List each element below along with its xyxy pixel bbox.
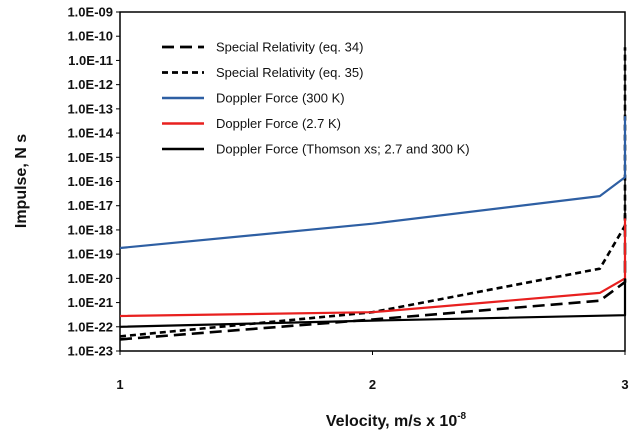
series-line-5: [119, 278, 627, 328]
x-axis-title-exponent: -8: [457, 411, 466, 422]
y-tick-label: 1.0E-11: [68, 53, 113, 68]
y-tick-label: 1.0E-17: [67, 198, 113, 213]
y-tick-label: 1.0E-22: [67, 319, 113, 334]
y-tick-label: 1.0E-21: [67, 295, 113, 310]
y-tick-label: 1.0E-13: [67, 101, 113, 116]
y-tick-label: 1.0E-10: [67, 29, 113, 44]
series-lines: [119, 47, 627, 341]
legend-label: Doppler Force (2.7 K): [216, 116, 341, 131]
y-tick-label: 1.0E-09: [67, 5, 113, 20]
y-tick-label: 1.0E-12: [67, 77, 113, 92]
y-tick-label: 1.0E-16: [67, 174, 113, 189]
y-tick-label: 1.0E-18: [67, 222, 113, 237]
x-axis-ticks: 1 2 3: [116, 351, 629, 392]
y-axis-title: Impulse, N s: [13, 134, 30, 228]
y-tick-label: 1.0E-20: [67, 271, 113, 286]
legend: Special Relativity (eq. 34) Special Relat…: [162, 40, 470, 157]
legend-label: Doppler Force (300 K): [216, 91, 345, 106]
y-tick-label: 1.0E-19: [67, 247, 113, 262]
legend-label: Special Relativity (eq. 35): [216, 65, 363, 80]
x-tick-label: 1: [116, 377, 123, 392]
plot-area: [119, 11, 626, 352]
x-axis-title-main: Velocity, m/s x 10: [326, 413, 457, 430]
x-tick-label: 3: [621, 377, 628, 392]
y-tick-label: 1.0E-23: [67, 344, 113, 359]
series-line-3: [119, 116, 627, 250]
series-line-4: [119, 218, 627, 318]
x-tick-label: 2: [369, 377, 376, 392]
legend-label: Special Relativity (eq. 34): [216, 40, 363, 55]
y-tick-label: 1.0E-15: [67, 150, 113, 165]
series-line-1: [119, 213, 627, 341]
y-axis-ticks: 1.0E-09 1.0E-10 1.0E-11 1.0E-12 1.0E-13 1.0E-…: [67, 5, 120, 359]
y-tick-label: 1.0E-14: [67, 126, 113, 141]
x-axis-title: Velocity, m/s x 10-8: [326, 411, 467, 430]
legend-label: Doppler Force (Thomson xs; 2.7 and 300 K…: [216, 142, 470, 157]
